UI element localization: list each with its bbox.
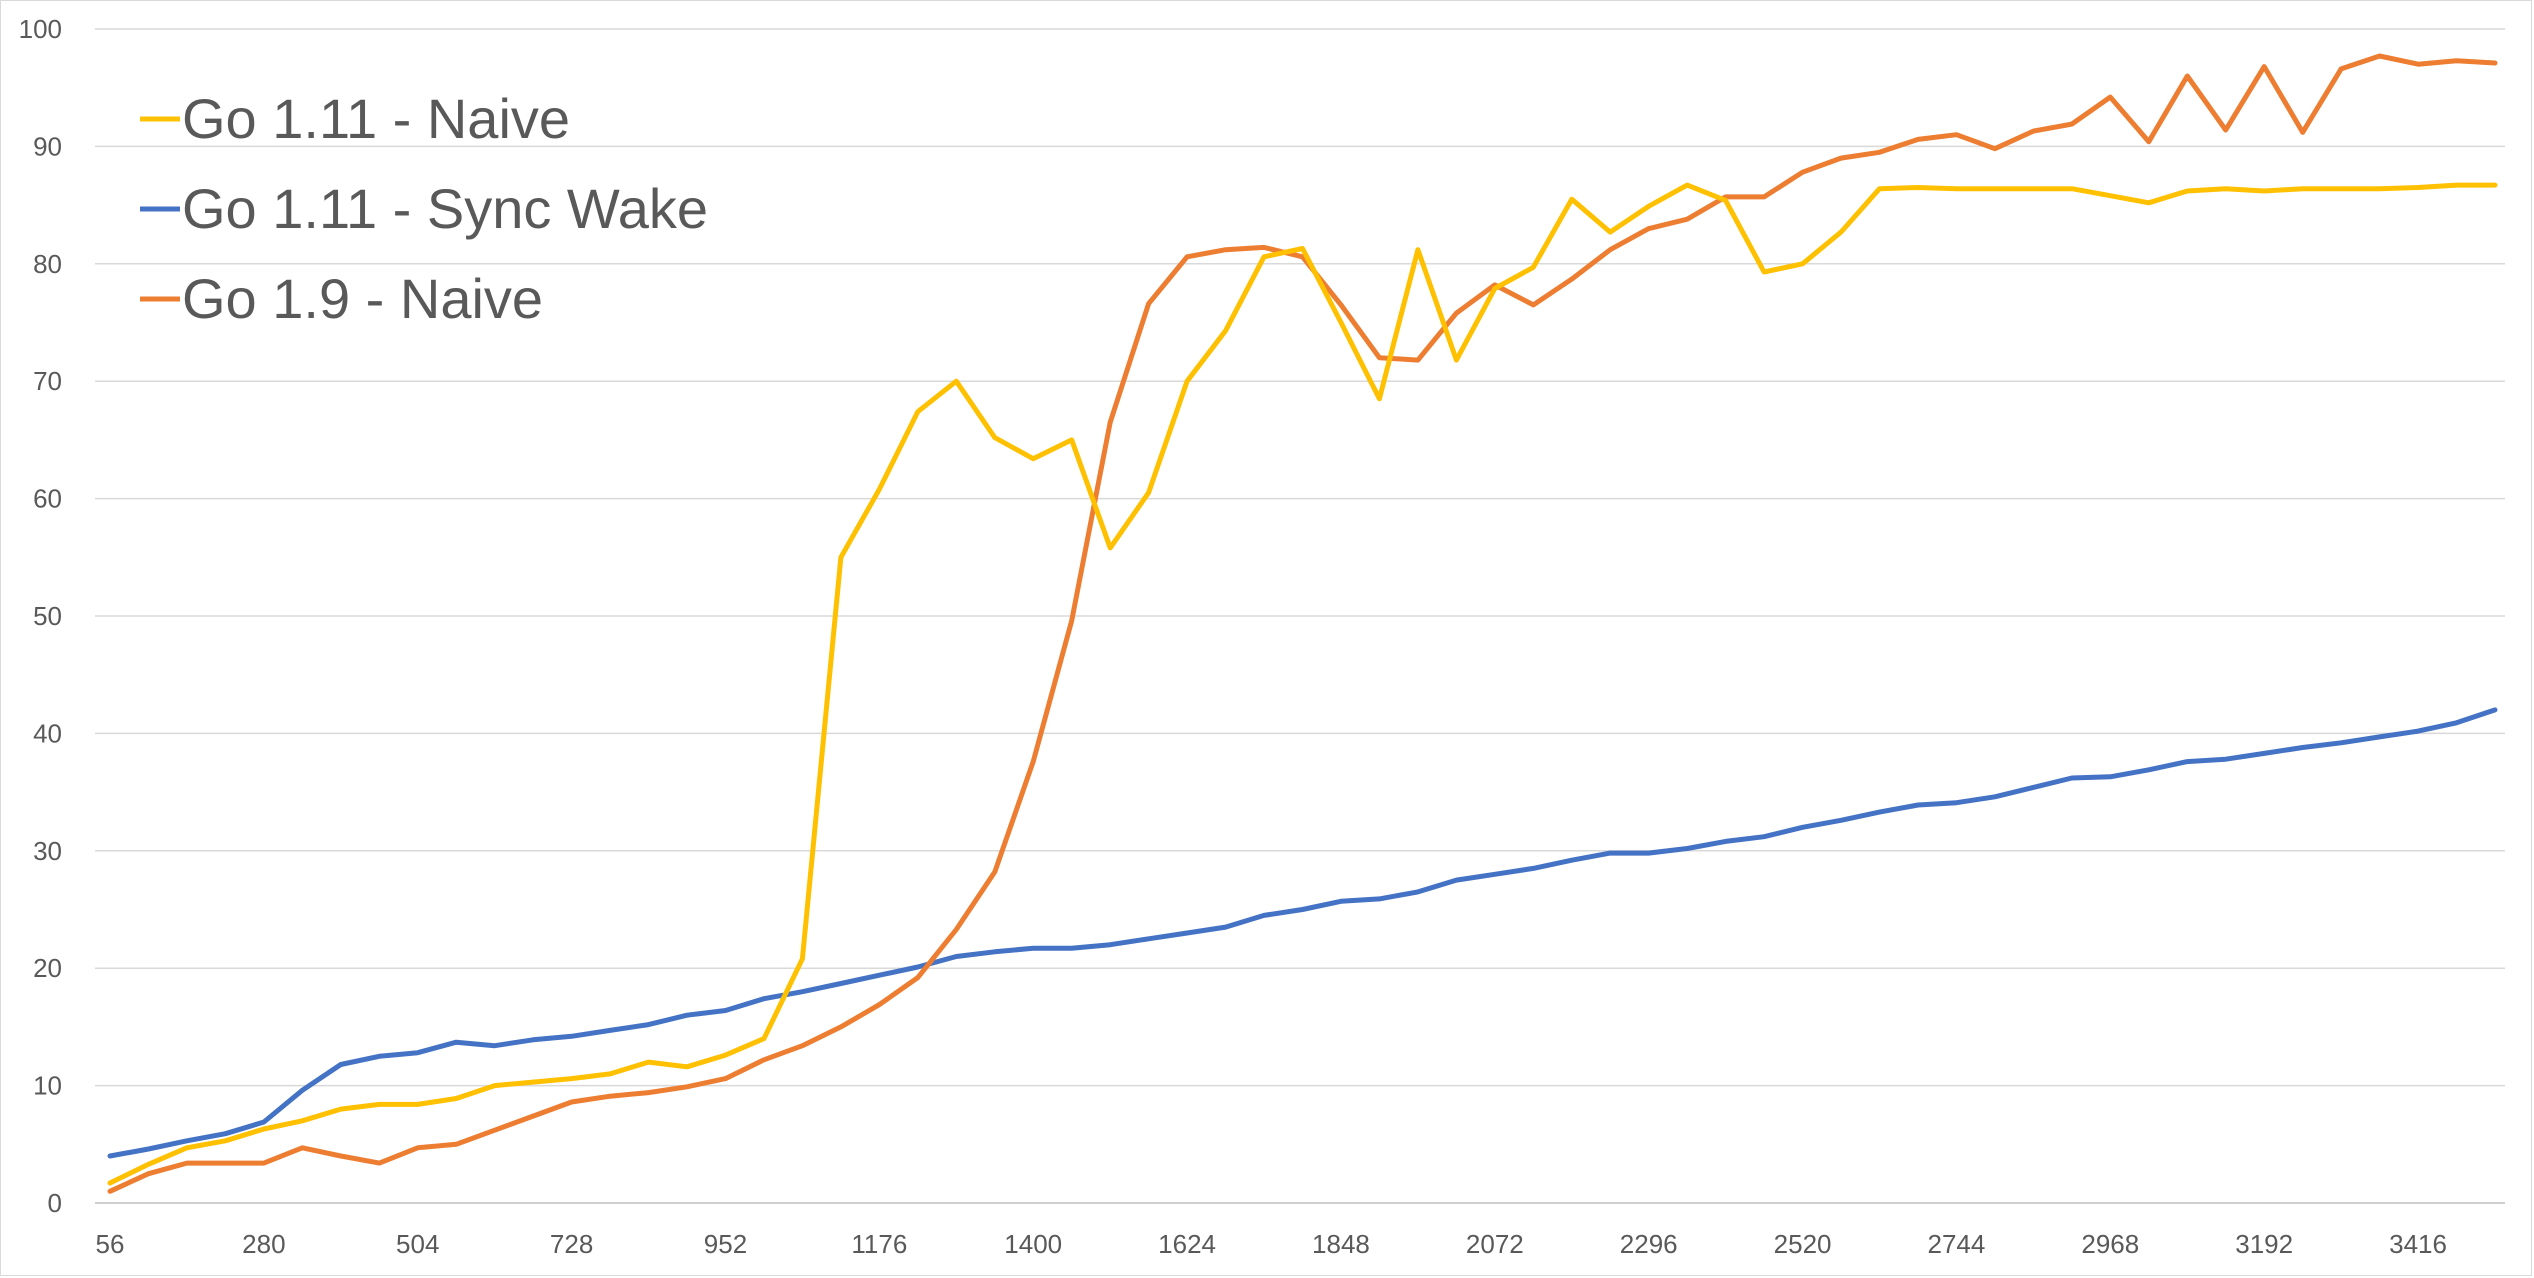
x-tick-label-1624: 1624 [1158,1229,1216,1259]
y-tick-label-80: 80 [33,249,62,279]
legend-label-go-1-9-naive: Go 1.9 - Naive [182,267,543,330]
series-lines [107,53,2498,1194]
series-line-go-1-9-naive [107,53,2498,1194]
x-tick-label-2296: 2296 [1620,1229,1678,1259]
x-tick-label-1400: 1400 [1004,1229,1062,1259]
x-tick-label-3192: 3192 [2235,1229,2293,1259]
x-tick-label-2072: 2072 [1466,1229,1524,1259]
x-tick-label-1176: 1176 [851,1229,907,1259]
x-tick-label-3416: 3416 [2389,1229,2447,1259]
y-tick-label-70: 70 [33,366,62,396]
x-tick-label-728: 728 [550,1229,593,1259]
legend-label-go-1-11-sync-wake: Go 1.11 - Sync Wake [182,177,708,240]
y-tick-label-20: 20 [33,953,62,983]
y-tick-label-10: 10 [33,1071,62,1101]
x-tick-label-2744: 2744 [1928,1229,1986,1259]
x-tick-label-2968: 2968 [2081,1229,2139,1259]
y-tick-label-50: 50 [33,601,62,631]
x-tick-label-1848: 1848 [1312,1229,1370,1259]
series-line-go-1-11-naive [107,182,2498,1186]
gridlines [95,28,2505,1204]
x-tick-label-952: 952 [704,1229,747,1259]
y-tick-label-0: 0 [48,1188,62,1218]
y-tick-label-60: 60 [33,484,62,514]
y-tick-label-90: 90 [33,131,62,161]
x-tick-label-280: 280 [242,1229,285,1259]
series-line-go-1-11-sync-wake [107,707,2498,1159]
y-tick-label-30: 30 [33,836,62,866]
legend-label-go-1-11-naive: Go 1.11 - Naive [182,87,570,150]
legend: Go 1.11 - Naive Go 1.11 - Sync Wake Go 1.9… [140,87,708,330]
y-tick-label-40: 40 [33,718,62,748]
x-axis-tick-labels: 56 280 504 728 952 1176 1400 1624 1848 2072 2296 25… [96,1229,2447,1259]
y-axis-tick-labels: 0 10 20 30 40 50 60 70 80 90 100 [19,14,62,1218]
y-tick-label-100: 100 [19,14,62,44]
x-tick-label-504: 504 [396,1229,439,1259]
x-tick-label-56: 56 [96,1229,125,1259]
x-tick-label-2520: 2520 [1774,1229,1832,1259]
